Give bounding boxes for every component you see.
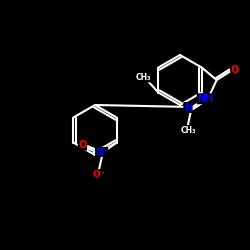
Text: CH₃: CH₃ xyxy=(180,126,196,134)
Text: O⁻: O⁻ xyxy=(93,170,106,179)
Text: N: N xyxy=(184,102,192,113)
Text: CH₃: CH₃ xyxy=(136,73,151,82)
Text: N⁺: N⁺ xyxy=(96,148,108,156)
Text: O: O xyxy=(78,140,86,150)
Text: O: O xyxy=(231,65,239,75)
Text: NH: NH xyxy=(197,94,214,104)
